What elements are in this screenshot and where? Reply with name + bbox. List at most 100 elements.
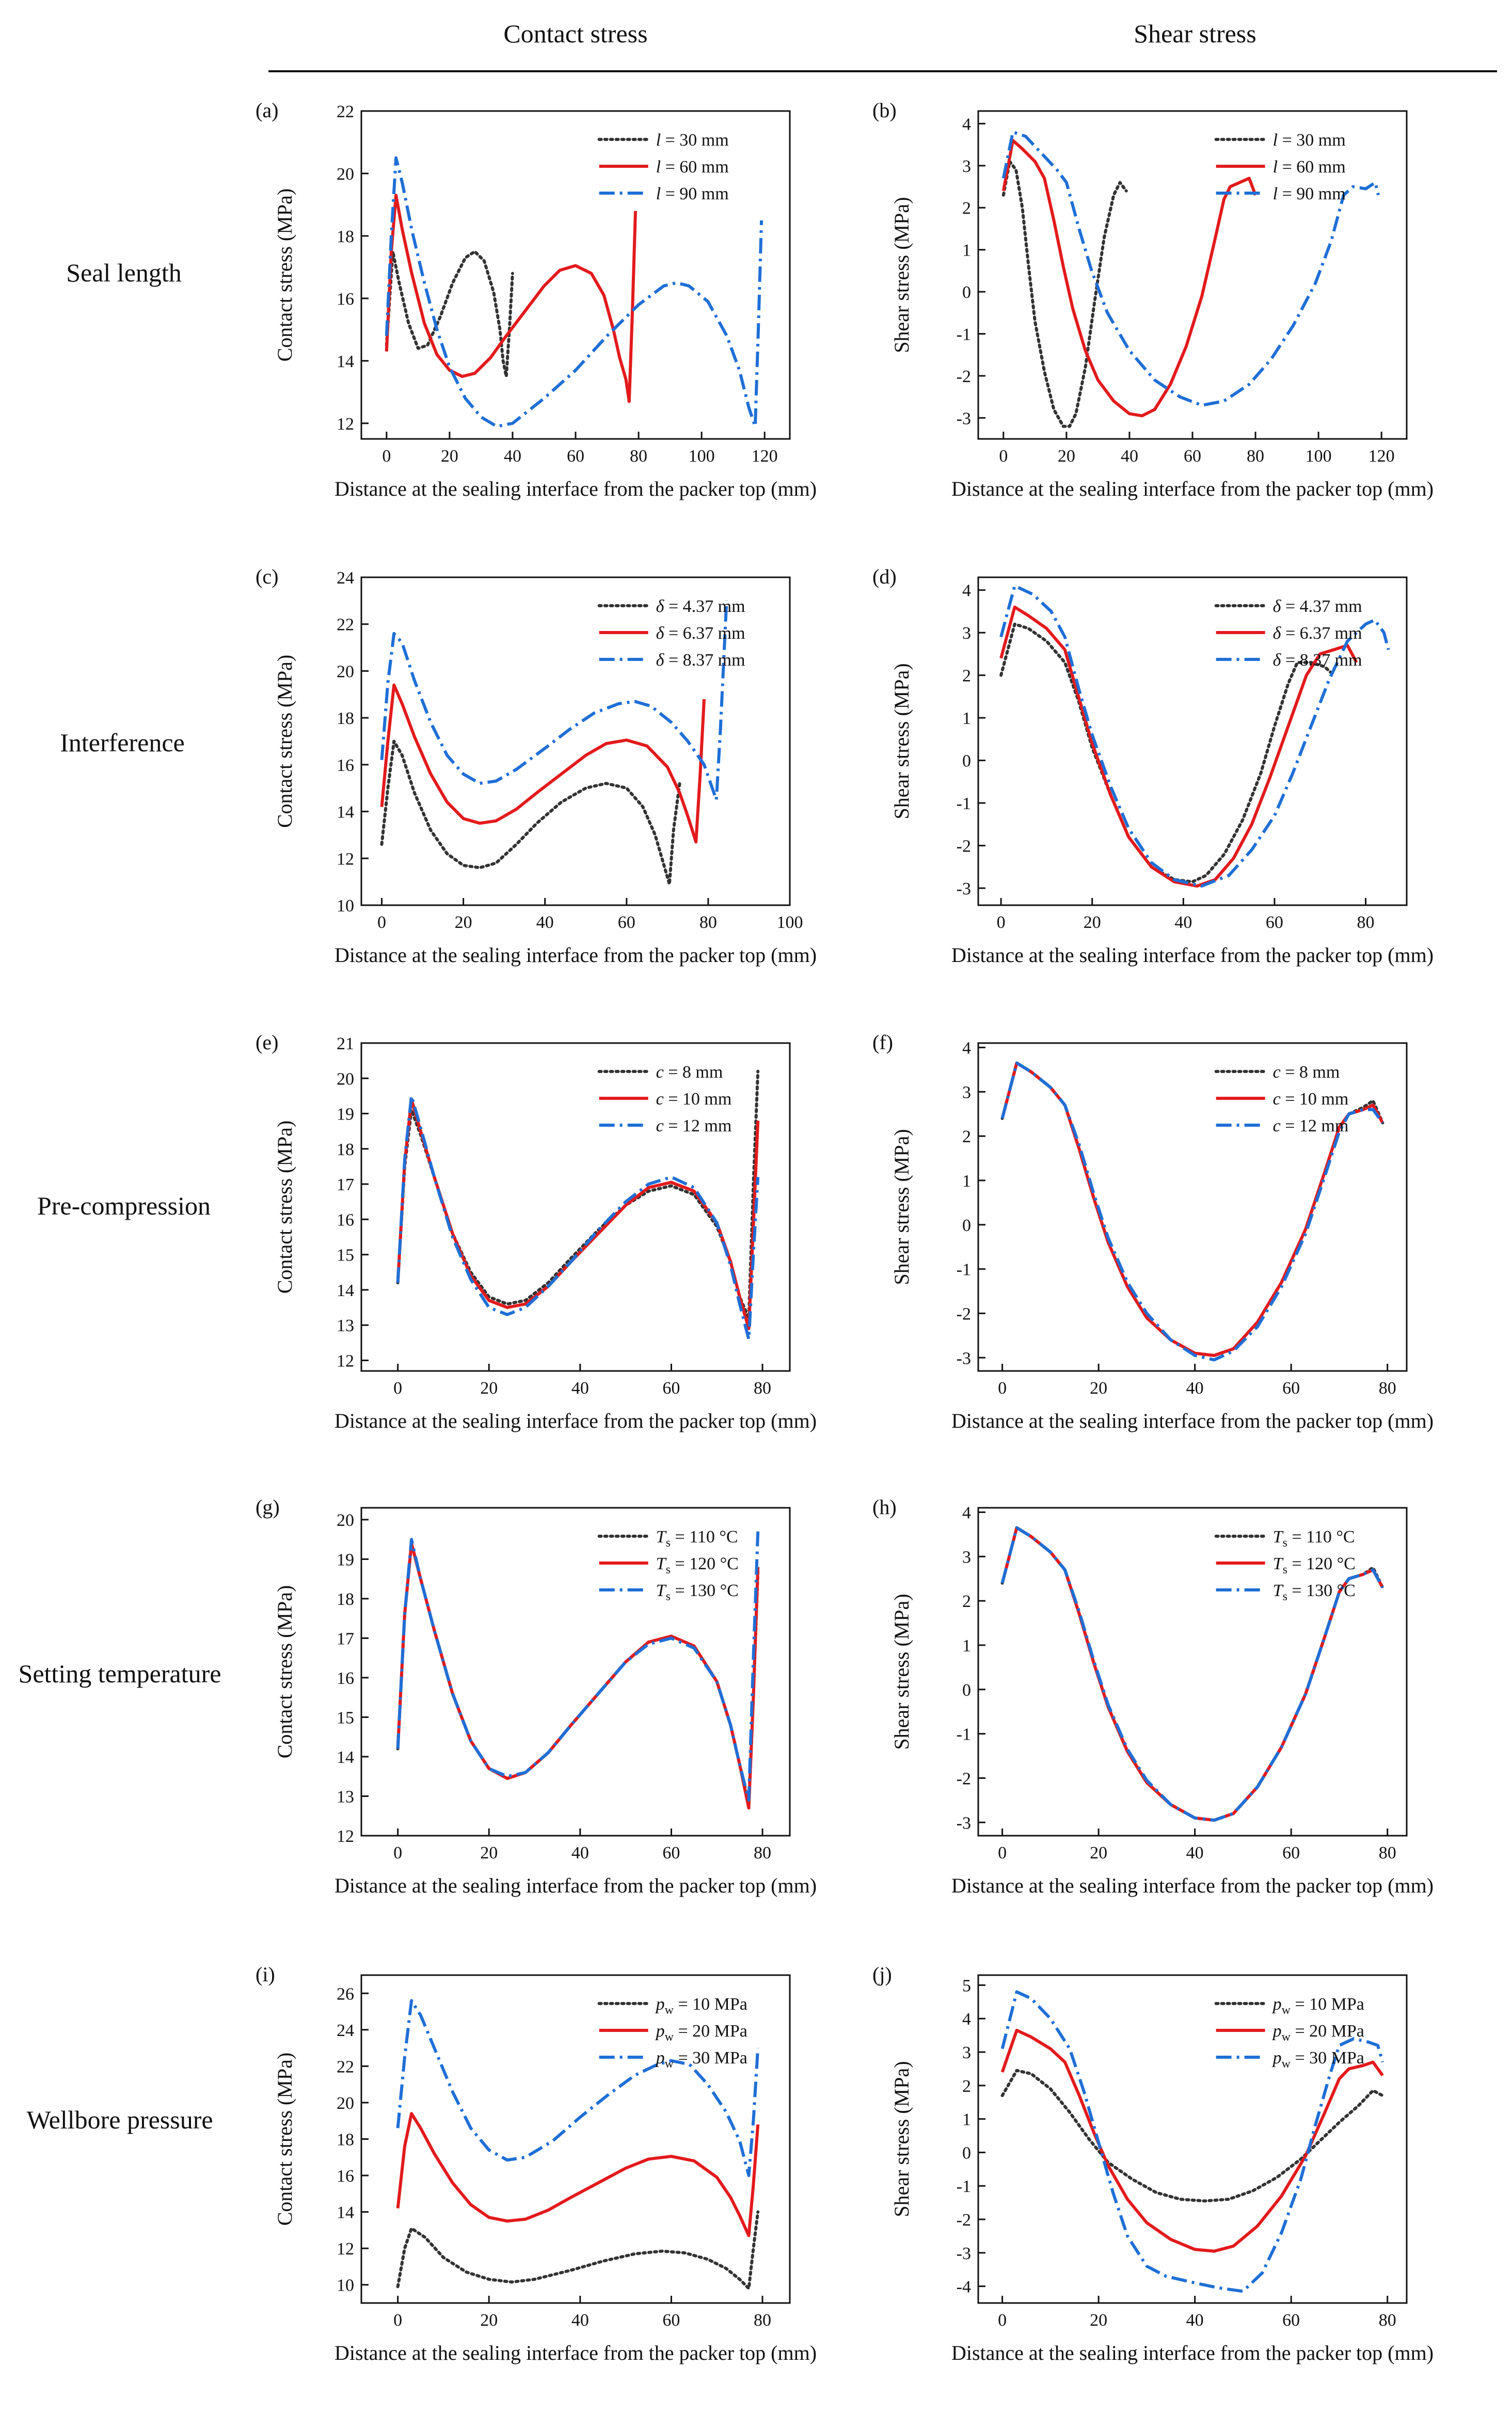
legend-symbol: c	[656, 1063, 664, 1082]
legend-value: = 60 mm	[1278, 157, 1346, 177]
legend-value: = 8.37 mm	[1281, 651, 1362, 670]
legend-symbol: T	[1273, 1554, 1284, 1573]
legend-entry-3: c = 12 mm	[656, 1116, 732, 1135]
legend-value: = 4.37 mm	[1281, 597, 1362, 616]
legend-entry-2: c = 10 mm	[656, 1090, 732, 1109]
y-tick-label: 0	[962, 1216, 971, 1235]
x-tick-label: 0	[393, 2311, 402, 2330]
x-axis-label: Distance at the sealing interface from t…	[335, 1409, 817, 1432]
legend-symbol: T	[656, 1527, 667, 1547]
x-tick-label: 80	[1357, 913, 1375, 932]
legend-value: = 120 °C	[671, 1554, 739, 1573]
legend-entry-3: l = 90 mm	[1273, 184, 1346, 203]
legend-value: = 8 mm	[664, 1063, 723, 1082]
legend: Ts = 110 °CTs = 120 °CTs = 130 °C	[1214, 1527, 1356, 1603]
x-tick-label: 20	[480, 2311, 498, 2330]
legend-symbol: δ	[1273, 624, 1282, 643]
legend-entry-2: δ = 6.37 mm	[656, 624, 745, 643]
y-tick-label: 12	[337, 1827, 354, 1846]
legend-entry-2: l = 60 mm	[656, 157, 729, 177]
x-axis-label: Distance at the sealing interface from t…	[951, 477, 1434, 500]
legend-symbol: l	[1273, 131, 1278, 150]
y-tick-label: 16	[337, 1669, 354, 1688]
y-tick-label: 22	[337, 2057, 354, 2076]
x-tick-label: 60	[618, 913, 635, 932]
legend-symbol: l	[1273, 184, 1278, 203]
y-tick-label: -1	[957, 1725, 971, 1744]
legend-entry-1: c = 8 mm	[656, 1063, 723, 1082]
x-tick-label: 40	[1174, 913, 1192, 932]
legend-value: = 90 mm	[661, 184, 729, 203]
legend-entry-1: Ts = 110 °C	[656, 1527, 738, 1550]
legend-symbol: T	[656, 1581, 667, 1600]
x-tick-label: 40	[1186, 1843, 1204, 1863]
series-line-1	[1001, 160, 1128, 428]
y-tick-label: -3	[957, 409, 971, 428]
x-tick-label: 80	[630, 447, 647, 466]
legend: δ = 4.37 mmδ = 6.37 mmδ = 8.37 mm	[1214, 597, 1362, 670]
y-tick-label: 24	[337, 569, 354, 588]
legend-value: = 8 mm	[1281, 1063, 1340, 1082]
legend-value: = 6.37 mm	[1281, 624, 1362, 643]
y-tick-label: 3	[962, 624, 971, 643]
legend-symbol: δ	[656, 597, 665, 616]
legend-symbol: T	[656, 1554, 667, 1573]
x-tick-label: 80	[1379, 2311, 1396, 2330]
legend-symbol: δ	[1273, 651, 1282, 670]
y-tick-label: 0	[962, 2143, 971, 2163]
legend-entry-2: pw = 20 MPa	[1272, 2022, 1364, 2044]
legend-entry-3: pw = 30 MPa	[1272, 2048, 1364, 2071]
x-tick-label: 80	[754, 1843, 771, 1863]
y-axis-label: Contact stress (MPa)	[273, 1585, 296, 1759]
panel-label: (a)	[256, 99, 278, 122]
series-line-2	[380, 683, 706, 844]
y-tick-label: -3	[957, 1349, 971, 1368]
y-tick-label: 3	[962, 157, 971, 176]
y-tick-label: 3	[962, 2043, 971, 2062]
x-tick-label: 40	[571, 1379, 589, 1398]
legend-value: = 110 °C	[671, 1527, 738, 1547]
plot-frame	[360, 1507, 791, 1837]
legend-subscript: s	[666, 1590, 671, 1603]
series-line-3	[396, 1094, 760, 1341]
legend-symbol: T	[1273, 1581, 1284, 1600]
y-axis-label: Shear stress (MPa)	[890, 197, 913, 353]
y-tick-label: -3	[957, 879, 971, 898]
y-tick-label: 10	[337, 896, 354, 916]
y-tick-label: -2	[957, 1769, 971, 1788]
column-header-shear: Shear stress	[1134, 19, 1256, 48]
x-axis-label: Distance at the sealing interface from t…	[951, 943, 1434, 967]
x-tick-label: 120	[752, 447, 778, 466]
panel-i: 0 20 40 60 80 10 12 14 16 18 20 22 24 26 Distance at t…	[256, 1963, 817, 2364]
panel-label: (f)	[872, 1031, 893, 1054]
series-line-1	[396, 2210, 760, 2290]
panel-d: 0 20 40 60 80 -3 -2 -1 0 1 2 3 4 Distance at the seal…	[872, 565, 1434, 967]
legend-entry-2: Ts = 120 °C	[656, 1554, 739, 1576]
panel-label: (j)	[872, 1963, 892, 1986]
x-axis-label: Distance at the sealing interface from t…	[335, 943, 817, 967]
legend-subscript: s	[1283, 1590, 1287, 1603]
x-tick-label: 0	[998, 1379, 1007, 1398]
y-tick-label: 1	[962, 709, 971, 728]
x-tick-label: 60	[1266, 913, 1283, 932]
y-tick-label: 2	[962, 199, 971, 218]
legend-subscript: w	[665, 2057, 674, 2071]
y-tick-label: -1	[957, 1260, 971, 1280]
y-axis-label: Shear stress (MPa)	[890, 1594, 913, 1749]
x-tick-label: 80	[754, 2311, 771, 2330]
legend-entry-2: pw = 20 MPa	[655, 2022, 747, 2044]
panel-c: 0 20 40 60 80 100 10 12 14 16 18 20 22 24 Distance at …	[256, 565, 817, 967]
series-line-3	[380, 601, 728, 801]
y-axis-label: Shear stress (MPa)	[890, 663, 913, 819]
y-tick-label: 4	[962, 2010, 971, 2029]
x-tick-label: 40	[1186, 1379, 1204, 1398]
legend-symbol: δ	[656, 624, 665, 643]
legend: Ts = 110 °CTs = 120 °CTs = 130 °C	[597, 1527, 739, 1603]
legend-value: = 8.37 mm	[664, 651, 745, 670]
x-tick-label: 0	[998, 1843, 1007, 1863]
y-tick-label: 4	[962, 581, 971, 601]
legend-entry-2: δ = 6.37 mm	[1273, 624, 1362, 643]
y-tick-label: 22	[337, 616, 354, 635]
